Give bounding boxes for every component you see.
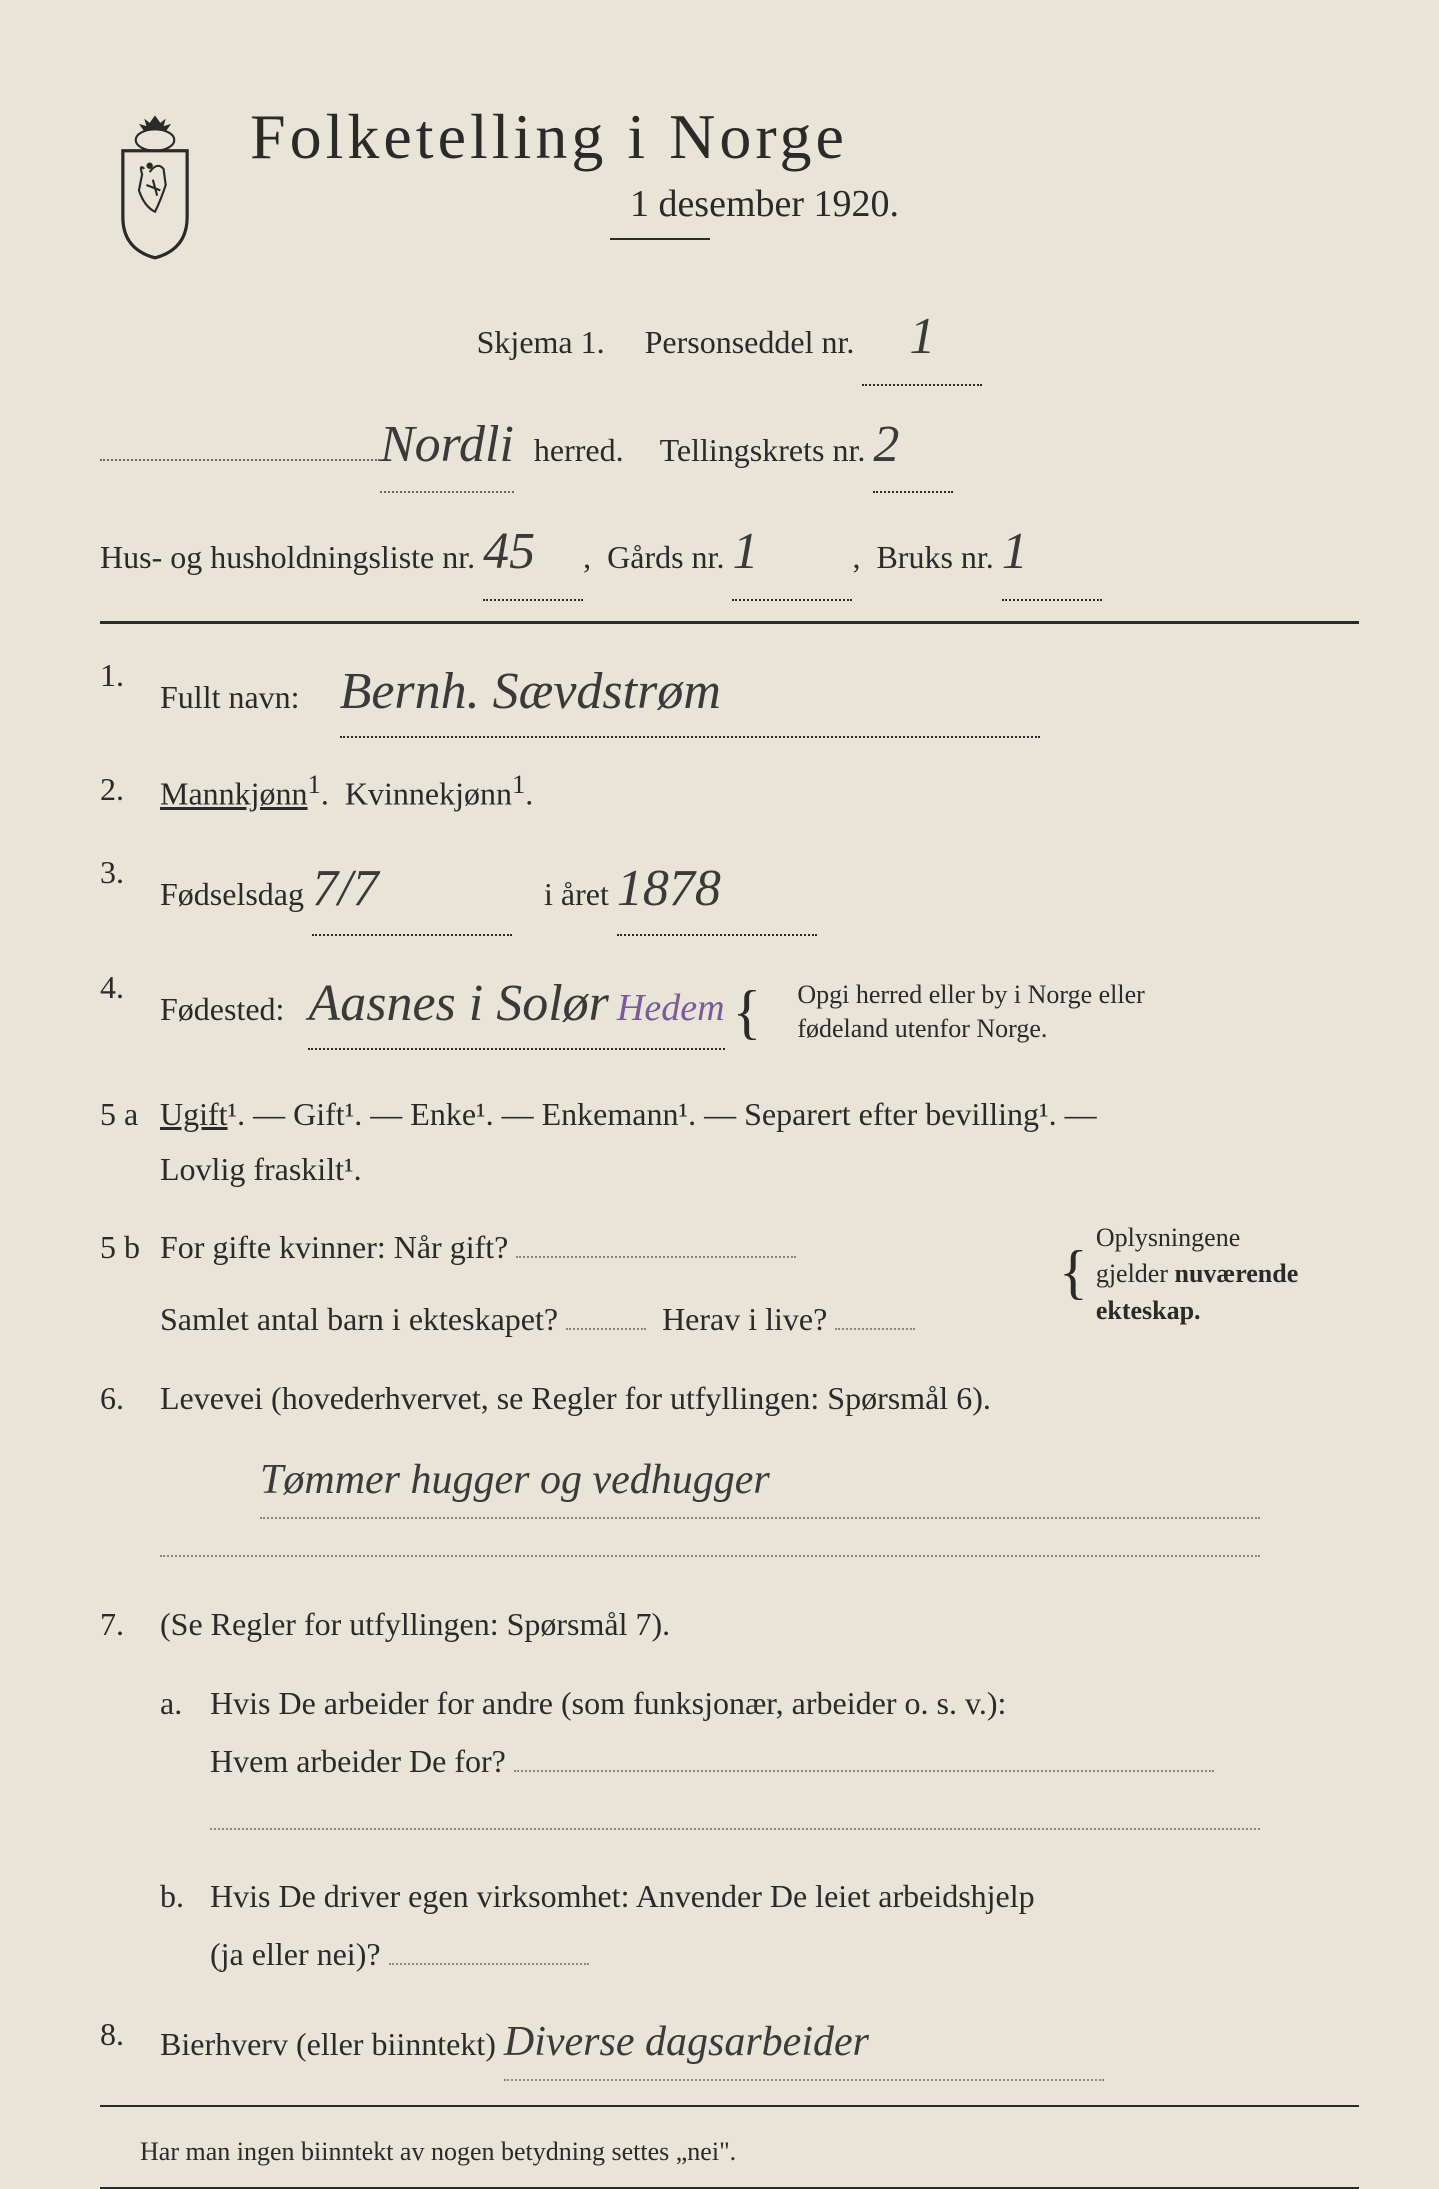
header-row: Folketelling i Norge 1 desember 1920. bbox=[100, 100, 1359, 270]
q7b-sub: (ja eller nei)? bbox=[210, 1936, 381, 1972]
q8-num: 8. bbox=[100, 2007, 124, 2061]
q8: 8. Bierhverv (eller biinntekt) Diverse d… bbox=[100, 2007, 1359, 2080]
q5b-side-note: { Oplysningene gjelder nuværende ekteska… bbox=[1059, 1220, 1339, 1329]
q2-mann: Mannkjønn bbox=[160, 776, 308, 812]
q5b-label: For gifte kvinner: Når gift? bbox=[160, 1229, 508, 1265]
hus-label: Hus- og husholdningsliste nr. bbox=[100, 539, 475, 575]
q7-label: (Se Regler for utfyllingen: Spørsmål 7). bbox=[160, 1606, 670, 1642]
herred-line: Nordli herred. Tellingskrets nr. 2 bbox=[100, 398, 1359, 494]
subtitle: 1 desember 1920. bbox=[170, 182, 1359, 226]
q5b: 5 b For gifte kvinner: Når gift? Samlet … bbox=[100, 1220, 1359, 1347]
q6: 6. Levevei (hovederhvervet, se Regler fo… bbox=[100, 1371, 1359, 1573]
section-divider bbox=[100, 621, 1359, 624]
q5b-num: 5 b bbox=[100, 1220, 140, 1274]
q5b-note2: gjelder nuværende bbox=[1096, 1259, 1298, 1288]
schema-label: Skjema 1. bbox=[477, 324, 605, 360]
q8-value: Diverse dagsarbeider bbox=[504, 2007, 869, 2078]
q8-label: Bierhverv (eller biinntekt) bbox=[160, 2026, 496, 2062]
q7-num: 7. bbox=[100, 1597, 124, 1651]
herred-value: Nordli bbox=[380, 398, 514, 494]
gards-value: 1 bbox=[732, 523, 758, 580]
bottom-divider bbox=[100, 2187, 1359, 2189]
bruks-value: 1 bbox=[1002, 523, 1028, 580]
q4-num: 4. bbox=[100, 960, 124, 1014]
q1-value: Bernh. Sævdstrøm bbox=[340, 663, 721, 720]
q7b-letter: b. bbox=[160, 1868, 184, 1926]
q5b-herav: Herav i live? bbox=[662, 1301, 827, 1337]
personseddel-label: Personseddel nr. bbox=[645, 324, 855, 360]
q2: 2. Mannkjønn1. Kvinnekjønn1. bbox=[100, 762, 1359, 821]
q5a-num: 5 a bbox=[100, 1087, 138, 1141]
q6-label: Levevei (hovederhvervet, se Regler for u… bbox=[160, 1380, 991, 1416]
footer-note: Har man ingen biinntekt av nogen betydni… bbox=[100, 2137, 1359, 2167]
herred-label: herred. bbox=[534, 422, 624, 480]
q3-year: 1878 bbox=[617, 860, 721, 917]
q2-kvinne: Kvinnekjønn bbox=[345, 776, 512, 812]
q6-value: Tømmer hugger og vedhugger bbox=[260, 1445, 770, 1516]
q7b-label: Hvis De driver egen virksomhet: Anvender… bbox=[210, 1878, 1035, 1914]
q3: 3. Fødselsdag 7/7 i året 1878 bbox=[100, 845, 1359, 935]
bruks-label: Bruks nr. bbox=[876, 539, 993, 575]
q4: 4. Fødested: Aasnes i Solør Hedem { Opgi… bbox=[100, 960, 1359, 1064]
brace-icon: { bbox=[733, 961, 762, 1063]
tellingskrets-label: Tellingskrets nr. bbox=[660, 422, 866, 480]
title-block: Folketelling i Norge 1 desember 1920. bbox=[250, 100, 1359, 270]
q1-num: 1. bbox=[100, 648, 124, 702]
q5b-note3: ekteskap. bbox=[1096, 1296, 1201, 1325]
q4-label: Fødested: bbox=[160, 991, 284, 1027]
q5a: 5 a Ugift¹. — Gift¹. — Enke¹. — Enkemann… bbox=[100, 1087, 1359, 1196]
q7a-label: Hvis De arbeider for andre (som funksjon… bbox=[210, 1685, 1006, 1721]
q6-num: 6. bbox=[100, 1371, 124, 1425]
q2-sup2: 1 bbox=[512, 769, 525, 799]
q2-num: 2. bbox=[100, 762, 124, 816]
gards-label: Gårds nr. bbox=[607, 539, 724, 575]
q5b-barn: Samlet antal barn i ekteskapet? bbox=[160, 1301, 558, 1337]
q7b: b. Hvis De driver egen virksomhet: Anven… bbox=[100, 1868, 1359, 1983]
q1-label: Fullt navn: bbox=[160, 679, 300, 715]
schema-line: Skjema 1. Personseddel nr. 1 bbox=[100, 290, 1359, 386]
q1: 1. Fullt navn: Bernh. Sævdstrøm bbox=[100, 648, 1359, 738]
main-title: Folketelling i Norge bbox=[250, 100, 1359, 174]
q3-num: 3. bbox=[100, 845, 124, 899]
q4-annotation: Hedem bbox=[617, 987, 725, 1029]
personseddel-value: 1 bbox=[909, 308, 935, 365]
title-divider bbox=[610, 238, 710, 240]
q7a: a. Hvis De arbeider for andre (som funks… bbox=[100, 1675, 1359, 1848]
q3-year-label: i året bbox=[544, 876, 609, 912]
q3-label: Fødselsdag bbox=[160, 876, 304, 912]
footer-divider bbox=[100, 2105, 1359, 2107]
q7a-sub: Hvem arbeider De for? bbox=[210, 1743, 506, 1779]
q3-day: 7/7 bbox=[312, 860, 378, 917]
tellingskrets-value: 2 bbox=[873, 416, 899, 473]
liste-line: Hus- og husholdningsliste nr. 45 , Gårds… bbox=[100, 505, 1359, 601]
q4-note: Opgi herred eller by i Norge eller fødel… bbox=[797, 978, 1157, 1046]
q7a-letter: a. bbox=[160, 1675, 182, 1733]
q2-sup1: 1 bbox=[308, 769, 321, 799]
q7: 7. (Se Regler for utfyllingen: Spørsmål … bbox=[100, 1597, 1359, 1651]
q5b-note1: Oplysningene bbox=[1096, 1223, 1240, 1252]
q4-value: Aasnes i Solør bbox=[308, 975, 608, 1032]
hus-value: 45 bbox=[483, 523, 535, 580]
